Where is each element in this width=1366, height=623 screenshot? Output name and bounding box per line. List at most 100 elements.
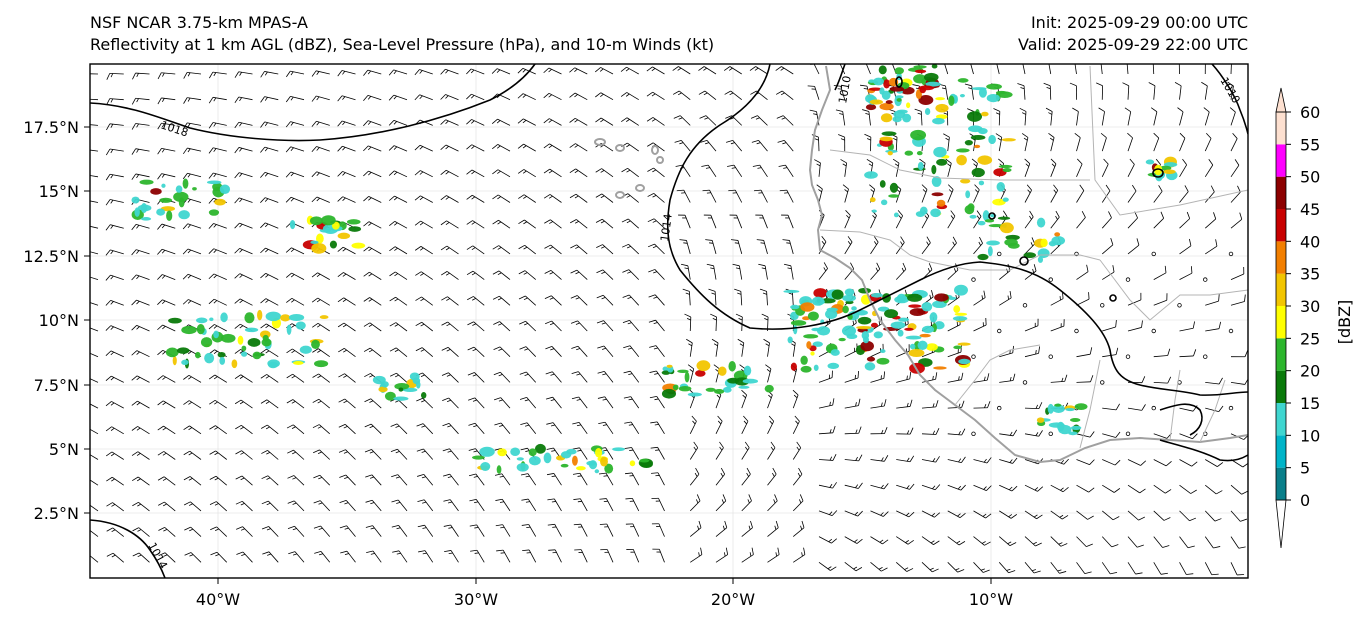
- echo-cell: [265, 311, 282, 322]
- wind-barb: [416, 423, 434, 435]
- wind-barb: [1102, 403, 1120, 411]
- wind-barb: [1204, 132, 1212, 152]
- wind-barb: [1177, 107, 1184, 126]
- echo-cell: [856, 325, 872, 330]
- echo-cell: [873, 77, 884, 86]
- echo-cell: [876, 357, 890, 365]
- echo-cell: [978, 180, 985, 186]
- wind-barb: [90, 504, 99, 512]
- wind-barb: [620, 92, 639, 101]
- echo-cell: [967, 111, 983, 122]
- wind-barb: [1127, 320, 1143, 332]
- wind-barb: [518, 244, 536, 255]
- wind-barb: [106, 527, 124, 537]
- wind-barb: [183, 501, 202, 512]
- wind-barb: [943, 133, 950, 152]
- wind-barb: [183, 450, 202, 460]
- wind-barb: [1043, 82, 1052, 100]
- wind-barb: [442, 423, 459, 435]
- wind-barb: [234, 374, 253, 383]
- wind-barb: [261, 500, 279, 512]
- echo-cell: [846, 333, 858, 340]
- lat-tick-label: 12.5°N: [23, 247, 79, 266]
- echo-cell: [935, 103, 949, 113]
- echo-cell: [528, 456, 541, 466]
- wind-barb: [234, 399, 253, 409]
- wind-barb: [870, 399, 887, 409]
- calm-wind-marker: [1048, 431, 1053, 436]
- wind-barb: [818, 510, 838, 517]
- wind-barb: [414, 195, 433, 203]
- wind-barb: [947, 456, 966, 463]
- echo-cell: [412, 377, 421, 385]
- wind-barb: [698, 66, 717, 75]
- wind-barb: [285, 95, 305, 103]
- lon-tick-label: 30°W: [454, 590, 498, 609]
- wind-barb: [752, 164, 768, 178]
- wind-barb: [648, 294, 665, 306]
- wind-barb: [157, 400, 176, 409]
- wind-barb: [388, 170, 408, 178]
- wind-barb: [1024, 536, 1042, 547]
- wind-barb: [705, 239, 717, 255]
- wind-barb: [689, 467, 700, 486]
- wind-barb: [921, 428, 940, 435]
- wind-barb: [1204, 185, 1215, 203]
- wind-barb: [999, 484, 1018, 492]
- echo-cell: [790, 362, 797, 371]
- wind-barb: [492, 194, 511, 203]
- calm-wind-marker: [1203, 354, 1208, 359]
- wind-barb: [389, 347, 408, 358]
- wind-barb: [365, 525, 382, 537]
- echo-cell: [964, 139, 973, 146]
- wind-barb: [687, 364, 695, 383]
- wind-barb: [417, 524, 434, 537]
- wind-barb: [689, 520, 702, 537]
- wind-barb: [569, 143, 588, 152]
- wind-barb: [363, 297, 382, 306]
- wind-barb: [466, 194, 485, 203]
- colorbar-segment: [1276, 338, 1286, 371]
- wind-barb: [597, 371, 614, 383]
- wind-barb: [1127, 484, 1146, 494]
- wind-barb: [131, 148, 150, 155]
- echo-cell: [959, 93, 965, 98]
- wind-barb: [598, 421, 614, 435]
- wind-barb: [725, 115, 743, 126]
- echo-cell: [1074, 403, 1088, 411]
- wind-barb: [1205, 484, 1223, 495]
- wind-barb: [741, 494, 752, 512]
- echo-cell: [1004, 238, 1018, 247]
- wind-barb: [235, 475, 253, 486]
- wind-barb: [131, 249, 150, 256]
- echo-cell: [889, 182, 899, 193]
- wind-barb: [921, 372, 938, 383]
- wind-barb: [543, 92, 562, 101]
- wind-barb: [732, 263, 743, 280]
- wind-barb: [260, 424, 279, 435]
- wind-barb: [337, 322, 356, 332]
- wind-barb: [844, 370, 859, 383]
- wind-barb: [1153, 185, 1163, 203]
- colorbar-segment: [1276, 273, 1286, 306]
- echo-cell: [889, 86, 905, 92]
- wind-barb: [106, 552, 125, 563]
- wind-barb: [1076, 264, 1089, 280]
- wind-barb: [650, 421, 665, 435]
- wind-barb: [493, 371, 511, 383]
- wind-barb: [1178, 64, 1180, 75]
- wind-barb: [466, 270, 485, 280]
- colorbar-tick-label: 5: [1300, 459, 1310, 478]
- wind-barb: [441, 346, 459, 357]
- echo-cell: [1068, 431, 1078, 436]
- echo-cell: [929, 312, 938, 323]
- wind-barb: [818, 235, 827, 255]
- wind-barb: [157, 375, 176, 383]
- wind-barb: [287, 525, 305, 537]
- wind-barb: [599, 498, 614, 512]
- echo-cell: [1023, 252, 1036, 259]
- wind-barb: [314, 551, 331, 563]
- wind-barb: [1024, 430, 1043, 437]
- echo-cell: [908, 348, 925, 358]
